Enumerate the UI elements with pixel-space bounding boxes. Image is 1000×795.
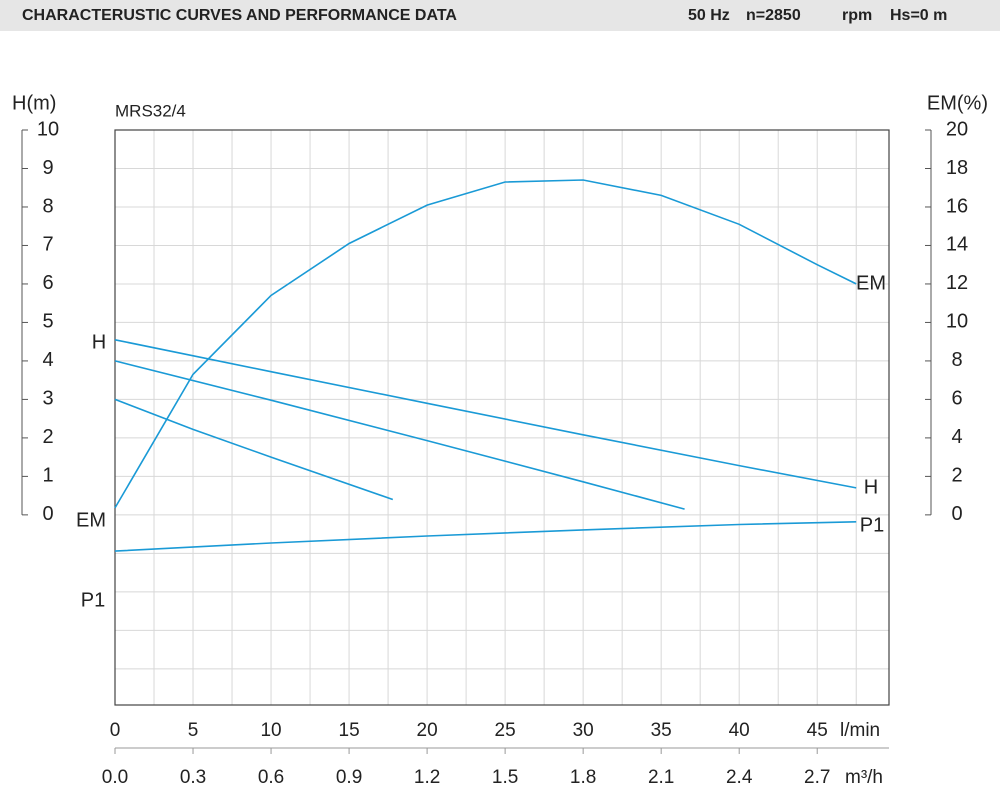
- y-tick-label: 8: [42, 195, 53, 217]
- y-tick-label: 10: [37, 118, 59, 140]
- y-tick-label: 6: [42, 272, 53, 294]
- x2-tick-label: 2.4: [726, 767, 753, 788]
- curve: [114, 398, 394, 501]
- y2-tick-label: 16: [946, 195, 968, 217]
- header-title: CHARACTERUSTIC CURVES AND PERFORMANCE DA…: [22, 7, 457, 24]
- y-tick-label: 1: [42, 465, 53, 487]
- x-tick-label: 40: [729, 720, 750, 741]
- y-tick-label: 4: [42, 349, 53, 371]
- y2-tick-label: 0: [951, 503, 962, 525]
- x2-axis-label: m³/h: [845, 767, 883, 788]
- model-label: MRS32/4: [115, 101, 186, 120]
- curve: [114, 521, 857, 552]
- curve-label: H: [92, 331, 106, 353]
- y2-tick-label: 8: [951, 349, 962, 371]
- x2-tick-label: 0.0: [102, 767, 128, 788]
- curve-label: P1: [81, 589, 105, 611]
- curve: [114, 179, 857, 509]
- y-tick-label: 5: [42, 311, 53, 333]
- y2-tick-label: 10: [946, 311, 968, 333]
- y2-tick-label: 4: [951, 426, 962, 448]
- curve-label: EM: [856, 272, 886, 294]
- x2-tick-label: 0.3: [180, 767, 206, 788]
- header-spec: n=2850: [746, 7, 801, 24]
- x2-tick-label: 2.1: [648, 767, 674, 788]
- y2-tick-label: 2: [951, 465, 962, 487]
- x-tick-label: 15: [339, 720, 360, 741]
- header-spec: Hs=0 m: [890, 7, 947, 24]
- y-tick-label: 2: [42, 426, 53, 448]
- curve-label: EM: [76, 509, 106, 531]
- y-tick-label: 7: [42, 234, 53, 256]
- curve-label: P1: [860, 514, 884, 536]
- x-tick-label: 5: [188, 720, 199, 741]
- x2-tick-label: 1.8: [570, 767, 596, 788]
- y2-tick-label: 12: [946, 272, 968, 294]
- x2-tick-label: 2.7: [804, 767, 830, 788]
- header-spec: rpm: [842, 7, 872, 24]
- x-tick-label: 20: [417, 720, 438, 741]
- x-tick-label: 10: [260, 720, 281, 741]
- y2-tick-label: 18: [946, 157, 968, 179]
- plot-frame: [114, 129, 890, 706]
- curve-label: H: [864, 476, 878, 498]
- x2-tick-label: 1.5: [492, 767, 518, 788]
- y2-tick-label: 20: [946, 118, 968, 140]
- header-band: [0, 0, 1000, 31]
- x-tick-label: 45: [807, 720, 828, 741]
- x-tick-label: 25: [495, 720, 516, 741]
- y2-tick-label: 6: [951, 388, 962, 410]
- y-tick-label: 3: [42, 388, 53, 410]
- x2-tick-label: 0.9: [336, 767, 362, 788]
- y-tick-label: 0: [42, 503, 53, 525]
- curve: [114, 360, 685, 510]
- x-tick-label: 30: [573, 720, 594, 741]
- y-tick-label: 9: [42, 157, 53, 179]
- x-tick-label: 0: [110, 720, 121, 741]
- x2-tick-label: 1.2: [414, 767, 440, 788]
- y2-tick-label: 14: [946, 234, 968, 256]
- header-spec: 50 Hz: [688, 7, 730, 24]
- y2-axis-label: EM(%): [927, 92, 988, 114]
- x2-tick-label: 0.6: [258, 767, 284, 788]
- x-axis-label: l/min: [840, 720, 880, 741]
- y-axis-label: H(m): [12, 92, 56, 114]
- curve: [114, 339, 857, 489]
- x-tick-label: 35: [651, 720, 672, 741]
